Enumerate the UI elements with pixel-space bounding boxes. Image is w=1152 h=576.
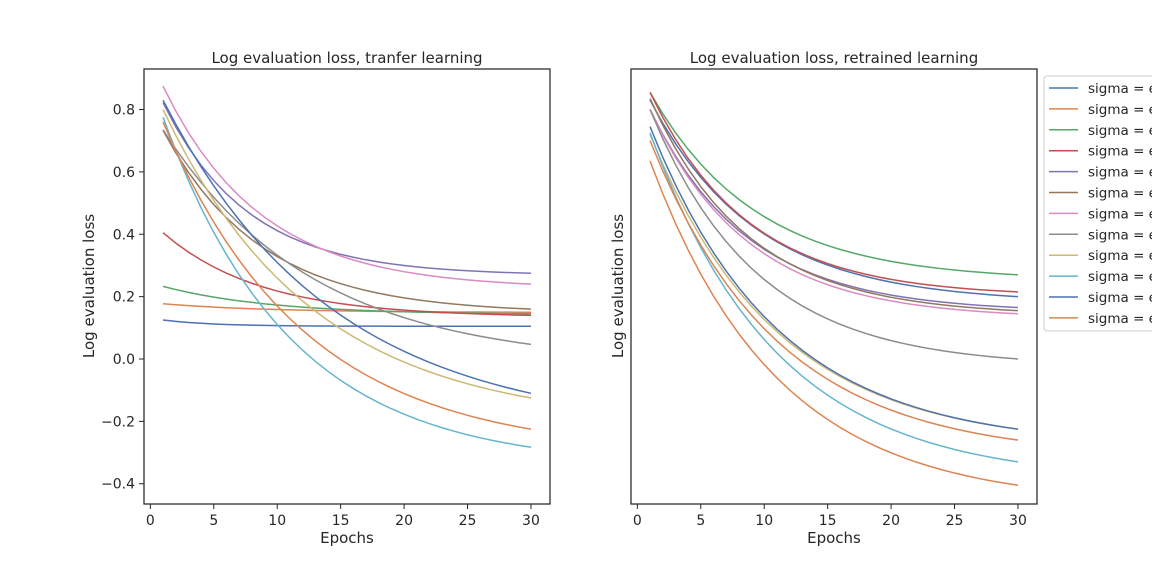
series-line-2 — [162, 303, 531, 313]
chart-transfer-learning: Log evaluation loss, tranfer learning 0 5… — [80, 49, 551, 547]
x-tick-label: 30 — [1009, 513, 1027, 529]
legend-label: sigma = é — [1088, 206, 1152, 222]
legend-label: sigma = é — [1088, 248, 1152, 264]
legend-box — [1043, 75, 1152, 332]
series-line-6 — [649, 98, 1019, 312]
x-tick-label: 20 — [882, 513, 900, 529]
series-line-6 — [162, 130, 532, 310]
series-line-11 — [649, 126, 1019, 430]
series-line-5 — [649, 109, 1019, 309]
x-tick-label: 0 — [633, 513, 642, 529]
series-line-1 — [162, 319, 531, 328]
series-line-4 — [649, 92, 1019, 293]
x-tick-label: 20 — [395, 513, 413, 529]
legend-entries: sigma = é sigma = é sigma = é sigma = é sigm… — [1049, 81, 1152, 327]
y-tick-label: 0.2 — [113, 290, 135, 306]
legend-label: sigma = é — [1088, 165, 1152, 181]
y-tick-label: −0.4 — [101, 477, 135, 493]
series-line-8 — [649, 109, 1019, 360]
x-ticks: 0 5 10 15 20 25 30 — [633, 504, 1027, 529]
x-tick-label: 25 — [459, 513, 477, 529]
series-line-8 — [162, 129, 532, 346]
series-line-11 — [162, 99, 532, 395]
legend-label: sigma = é — [1088, 290, 1152, 306]
y-axis-label: Log evaluation loss — [80, 214, 98, 358]
legend-label: sigma = é — [1088, 186, 1152, 202]
legend-label: sigma = é — [1088, 81, 1152, 97]
y-tick-label: −0.2 — [101, 414, 135, 430]
legend-label: sigma = é — [1088, 311, 1152, 327]
series-line-2 — [649, 160, 1019, 487]
x-axis-label: Epochs — [320, 529, 374, 547]
legend-label: sigma = é — [1088, 227, 1152, 243]
series-line-3 — [649, 92, 1019, 276]
x-tick-label: 5 — [696, 513, 705, 529]
y-tick-label: 0.4 — [113, 227, 135, 243]
y-ticks: −0.4 −0.2 0.0 0.2 0.4 0.6 0.8 — [101, 103, 144, 493]
series-line-4 — [162, 232, 531, 317]
series-line-7 — [649, 109, 1019, 315]
y-tick-label: 0.8 — [113, 103, 135, 119]
x-tick-label: 15 — [332, 513, 350, 529]
axes-frame — [143, 68, 551, 505]
axes-frame — [630, 68, 1038, 505]
series-line-10 — [162, 117, 532, 448]
series-lines — [649, 92, 1019, 487]
x-tick-label: 15 — [819, 513, 837, 529]
x-tick-label: 0 — [146, 513, 155, 529]
series-lines — [162, 85, 532, 448]
series-line-12 — [162, 121, 532, 430]
legend-label: sigma = é — [1088, 144, 1152, 160]
series-line-1 — [649, 99, 1019, 298]
x-axis-label: Epochs — [807, 529, 861, 547]
chart-title: Log evaluation loss, retrained learning — [690, 49, 978, 67]
y-axis-label: Log evaluation loss — [609, 214, 627, 358]
chart-retrained-learning: Log evaluation loss, retrained learning … — [609, 49, 1152, 547]
x-tick-label: 10 — [755, 513, 773, 529]
chart-title: Log evaluation loss, tranfer learning — [211, 49, 482, 67]
series-line-9 — [162, 109, 532, 399]
x-ticks: 0 5 10 15 20 25 30 — [146, 504, 540, 529]
series-line-10 — [649, 132, 1019, 463]
legend-label: sigma = é — [1088, 123, 1152, 139]
x-tick-label: 10 — [268, 513, 286, 529]
legend-label: sigma = é — [1088, 269, 1152, 285]
x-tick-label: 30 — [522, 513, 540, 529]
legend-label: sigma = é — [1088, 102, 1152, 118]
series-line-3 — [162, 285, 531, 315]
x-tick-label: 25 — [946, 513, 964, 529]
y-tick-label: 0.6 — [113, 165, 135, 181]
series-line-5 — [162, 102, 531, 274]
y-tick-label: 0.0 — [113, 352, 135, 368]
series-line-12 — [649, 140, 1019, 441]
series-line-7 — [162, 85, 532, 285]
x-tick-label: 5 — [209, 513, 218, 529]
legend: sigma = é sigma = é sigma = é sigma = é sigm… — [1043, 75, 1152, 332]
